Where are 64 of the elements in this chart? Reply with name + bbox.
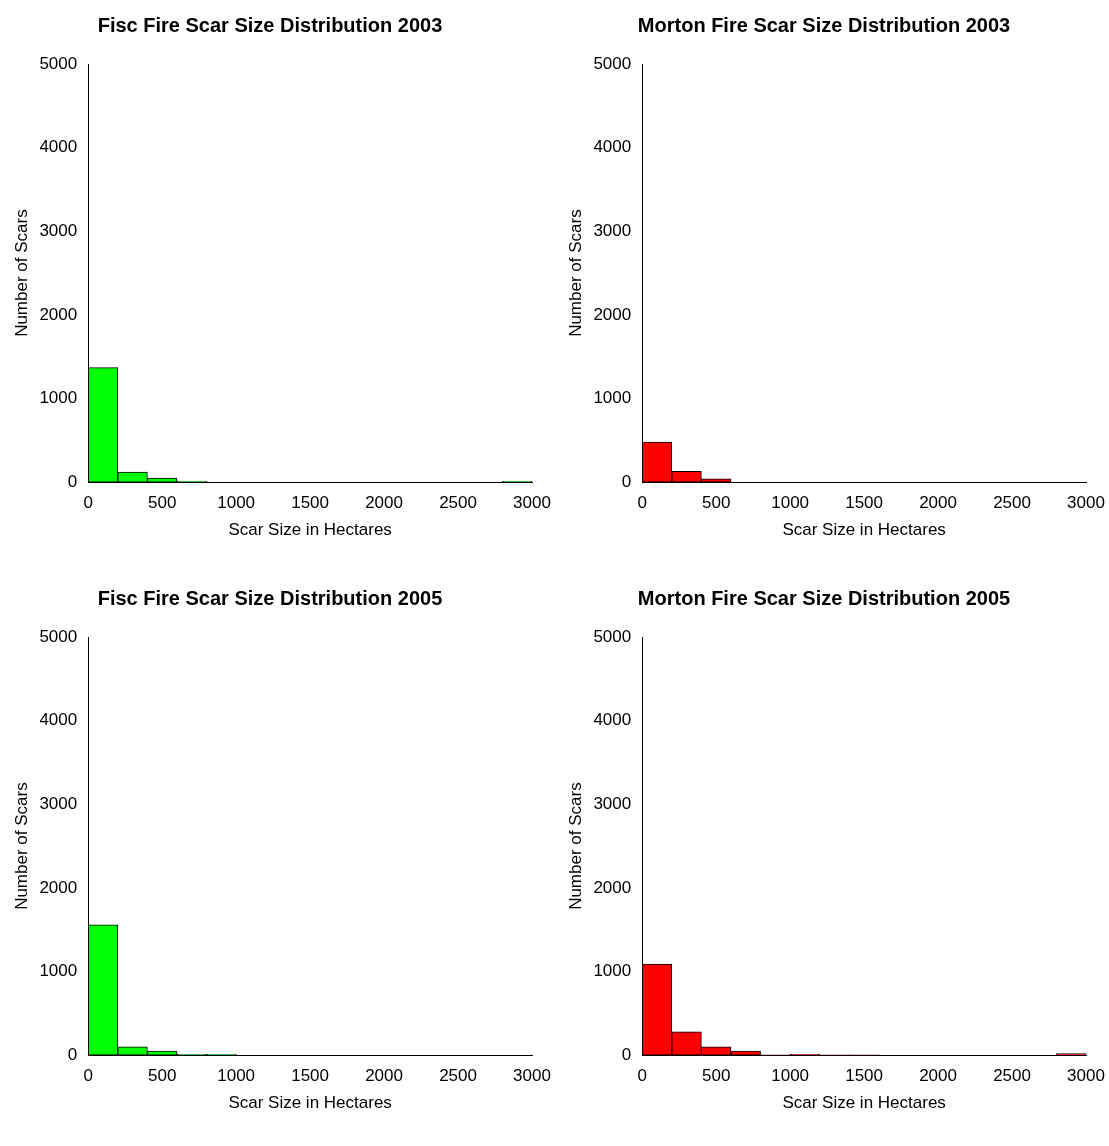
x-tick-label: 3000 (513, 493, 551, 513)
x-tick-label: 1000 (771, 1066, 810, 1086)
y-tick-label: 5000 (39, 53, 78, 73)
y-tick-label: 5000 (593, 53, 632, 73)
x-tick-label: 500 (701, 1066, 731, 1086)
x-tick-label: 1000 (217, 493, 256, 513)
y-tick-label: 5000 (593, 626, 632, 646)
y-tick-label: 3000 (593, 220, 632, 240)
y-tick-label: 0 (67, 471, 78, 491)
x-tick-label: 500 (147, 1066, 177, 1086)
x-axis-title: Scar Size in Hectares (228, 1093, 392, 1113)
x-tick-label: 1500 (291, 493, 330, 513)
x-tick-label: 2000 (919, 493, 957, 513)
x-tick-label: 3000 (513, 1066, 551, 1086)
y-tick-label: 2000 (39, 877, 78, 897)
x-tick-label: 2500 (439, 493, 477, 513)
x-axis-title: Scar Size in Hectares (782, 1093, 946, 1113)
y-tick-label: 4000 (39, 137, 78, 157)
x-tick-label: 0 (83, 1066, 93, 1086)
y-tick-label: 4000 (593, 137, 632, 157)
x-axis-title: Scar Size in Hectares (228, 520, 392, 540)
x-tick-label: 1500 (291, 1066, 330, 1086)
x-tick-label: 3000 (1067, 493, 1105, 513)
y-tick-label: 3000 (593, 793, 632, 813)
y-tick-label: 5000 (39, 626, 78, 646)
chart-title: Fisc Fire Scar Size Distribution 2005 (97, 586, 443, 609)
y-axis-title: Number of Scars (11, 782, 31, 910)
y-tick-label: 1000 (593, 961, 632, 981)
x-tick-label: 0 (637, 493, 647, 513)
chart-title: Morton Fire Scar Size Distribution 2003 (637, 13, 1011, 36)
x-tick-label: 2500 (439, 1066, 477, 1086)
y-tick-label: 2000 (593, 877, 632, 897)
x-tick-label: 2000 (365, 1066, 403, 1086)
x-tick-label: 500 (701, 493, 731, 513)
y-tick-label: 3000 (39, 220, 78, 240)
y-axis-title: Number of Scars (565, 782, 585, 910)
y-tick-label: 0 (67, 1044, 78, 1064)
chart-title: Fisc Fire Scar Size Distribution 2003 (97, 13, 443, 36)
x-tick-label: 1500 (845, 1066, 884, 1086)
x-tick-label: 1000 (771, 493, 810, 513)
x-tick-label: 3000 (1067, 1066, 1105, 1086)
y-tick-label: 2000 (593, 304, 632, 324)
y-tick-label: 4000 (593, 710, 632, 730)
x-tick-label: 500 (147, 493, 177, 513)
y-tick-label: 0 (621, 471, 632, 491)
y-tick-label: 1000 (39, 388, 78, 408)
y-tick-label: 0 (621, 1044, 632, 1064)
x-tick-label: 1000 (217, 1066, 256, 1086)
x-tick-label: 0 (83, 493, 93, 513)
chart-title: Morton Fire Scar Size Distribution 2005 (637, 586, 1011, 609)
x-tick-label: 2000 (919, 1066, 957, 1086)
y-tick-label: 4000 (39, 710, 78, 730)
y-tick-label: 1000 (593, 388, 632, 408)
x-tick-label: 1500 (845, 493, 884, 513)
x-tick-label: 2500 (993, 493, 1031, 513)
x-axis-title: Scar Size in Hectares (782, 520, 946, 540)
y-tick-label: 1000 (39, 961, 78, 981)
x-tick-label: 2000 (365, 493, 403, 513)
y-axis-title: Number of Scars (565, 209, 585, 337)
x-tick-label: 2500 (993, 1066, 1031, 1086)
y-tick-label: 2000 (39, 304, 78, 324)
y-axis-title: Number of Scars (11, 209, 31, 337)
y-tick-label: 3000 (39, 793, 78, 813)
x-tick-label: 0 (637, 1066, 647, 1086)
